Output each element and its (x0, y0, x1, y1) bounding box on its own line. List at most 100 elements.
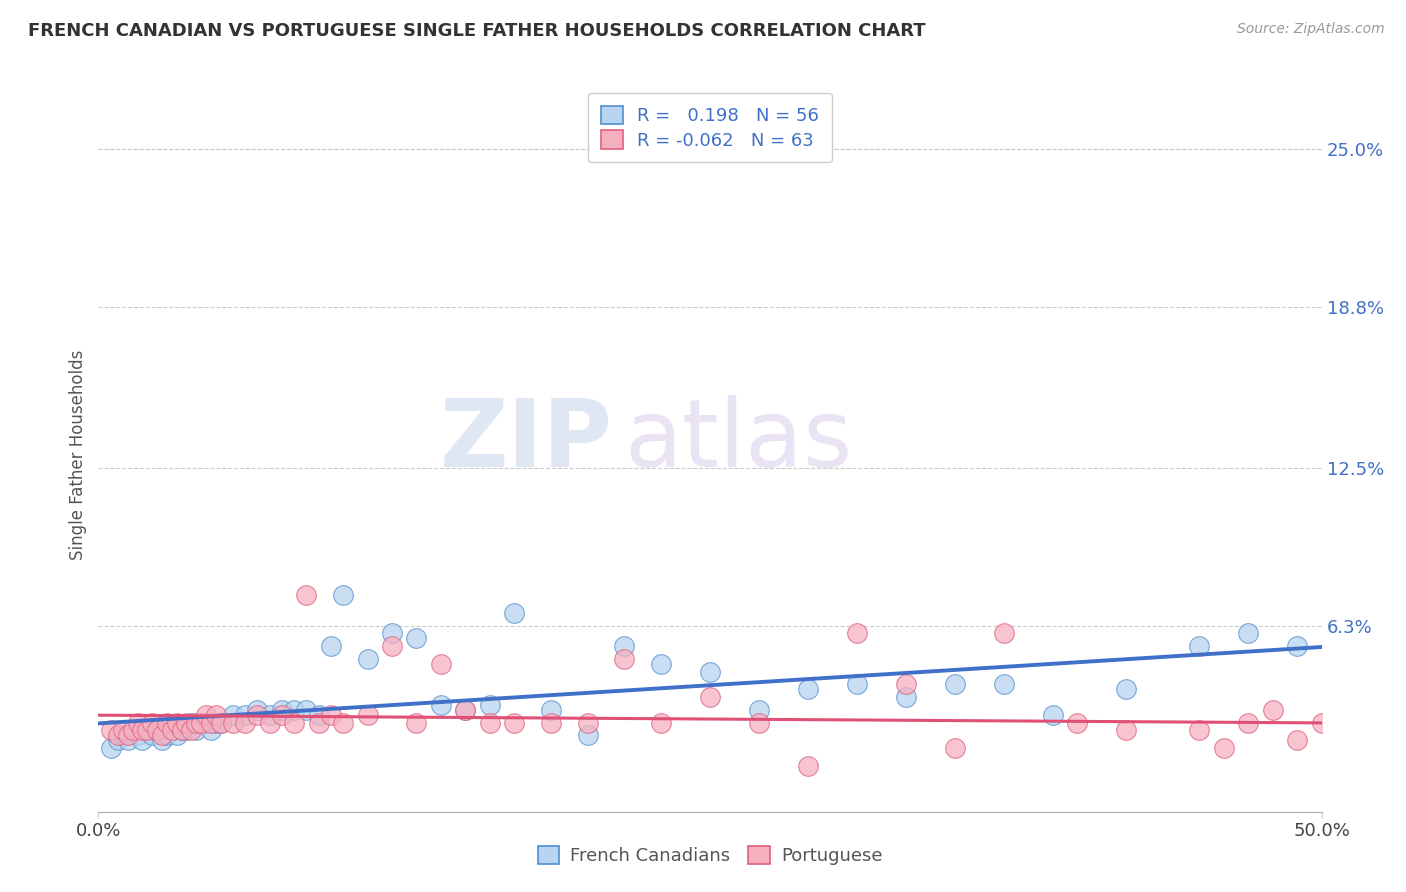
Point (478, 698, 501, 712)
Point (576, 715, 599, 730)
Point (180, 723, 202, 738)
Point (166, 715, 188, 730)
Point (190, 715, 212, 730)
Point (136, 723, 159, 738)
Point (170, 723, 193, 738)
Point (141, 728, 163, 742)
Point (233, 707, 256, 722)
Point (295, 588, 318, 602)
Point (222, 715, 245, 730)
Point (107, 733, 129, 747)
Point (699, 690, 721, 704)
Point (478, 715, 501, 730)
Point (209, 715, 232, 730)
Point (117, 733, 139, 747)
Point (1334, 754, 1357, 768)
Point (1237, 626, 1260, 640)
Point (127, 715, 149, 730)
Point (308, 715, 330, 730)
Point (150, 733, 173, 747)
Point (156, 715, 179, 730)
Point (993, 677, 1015, 691)
Point (650, 657, 672, 671)
Point (308, 707, 330, 722)
Legend: French Canadians, Portuguese: French Canadians, Portuguese (529, 837, 891, 874)
Point (100, 741, 122, 756)
Point (797, 759, 820, 773)
Point (1066, 715, 1088, 730)
Point (993, 626, 1015, 640)
Point (405, 632, 427, 646)
Y-axis label: Single Father Households: Single Father Households (69, 350, 87, 560)
Point (195, 707, 218, 722)
Text: FRENCH CANADIAN VS PORTUGUESE SINGLE FATHER HOUSEHOLDS CORRELATION CHART: FRENCH CANADIAN VS PORTUGUESE SINGLE FAT… (28, 22, 925, 40)
Point (430, 698, 453, 712)
Point (943, 741, 966, 756)
Point (1188, 723, 1211, 738)
Point (1310, 715, 1333, 730)
Point (1188, 639, 1211, 653)
Point (200, 715, 222, 730)
Point (195, 715, 218, 730)
Point (160, 723, 183, 738)
Point (107, 728, 129, 742)
Point (1115, 723, 1137, 738)
Point (111, 728, 134, 742)
Point (1286, 639, 1309, 653)
Point (1360, 748, 1382, 763)
Point (540, 715, 562, 730)
Point (540, 703, 562, 717)
Point (845, 677, 868, 691)
Point (121, 723, 143, 738)
Point (797, 682, 820, 697)
Point (405, 715, 427, 730)
Point (131, 723, 153, 738)
Point (356, 707, 378, 722)
Point (295, 703, 318, 717)
Point (121, 723, 143, 738)
Point (150, 728, 173, 742)
Point (209, 715, 232, 730)
Point (454, 703, 477, 717)
Point (332, 715, 354, 730)
Point (259, 715, 281, 730)
Point (1384, 715, 1406, 730)
Point (650, 715, 672, 730)
Point (454, 703, 477, 717)
Point (146, 723, 169, 738)
Point (141, 715, 163, 730)
Text: Source: ZipAtlas.com: Source: ZipAtlas.com (1237, 22, 1385, 37)
Point (131, 733, 153, 747)
Point (270, 703, 294, 717)
Point (246, 707, 269, 722)
Point (233, 715, 256, 730)
Point (319, 639, 342, 653)
Point (1286, 733, 1309, 747)
Point (503, 606, 526, 620)
Point (894, 677, 917, 691)
Text: atlas: atlas (624, 394, 852, 487)
Point (332, 588, 354, 602)
Point (176, 723, 198, 738)
Point (160, 723, 183, 738)
Point (156, 728, 179, 742)
Point (136, 723, 159, 738)
Point (613, 652, 636, 666)
Point (222, 707, 245, 722)
Point (170, 723, 193, 738)
Point (117, 728, 139, 742)
Point (748, 703, 770, 717)
Point (246, 703, 269, 717)
Point (613, 639, 636, 653)
Point (186, 723, 208, 738)
Point (845, 626, 868, 640)
Point (381, 626, 404, 640)
Point (190, 715, 212, 730)
Point (1115, 682, 1137, 697)
Point (943, 677, 966, 691)
Point (180, 715, 202, 730)
Point (259, 707, 281, 722)
Point (1237, 715, 1260, 730)
Point (1212, 741, 1234, 756)
Point (270, 707, 294, 722)
